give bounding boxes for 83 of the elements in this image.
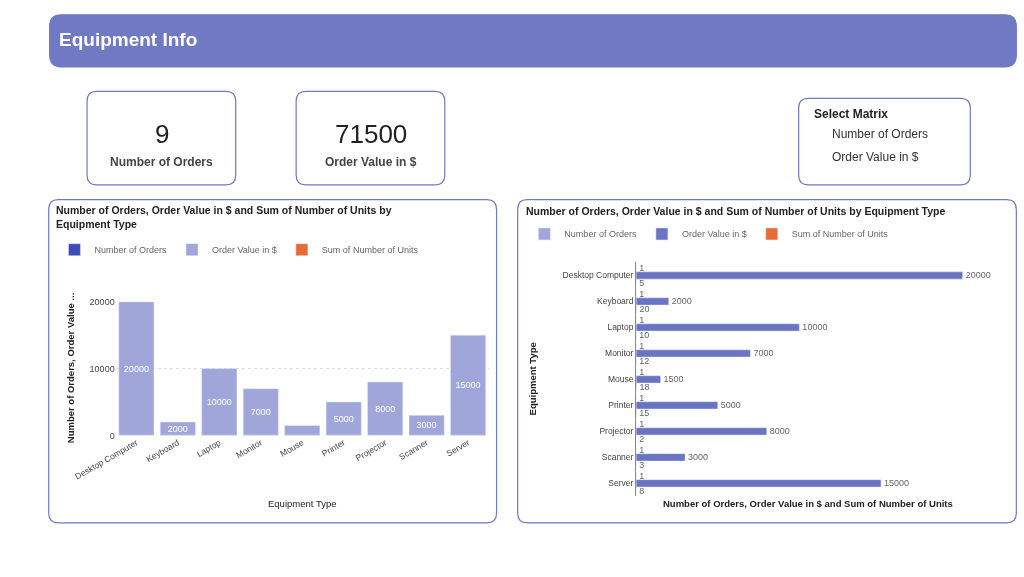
data-label: 5000	[333, 413, 354, 424]
data-label: 2000	[671, 296, 692, 307]
y-axis-title: Number of Orders, Order Value ...	[65, 292, 77, 444]
data-label: 18	[639, 381, 650, 392]
data-label: 3000	[416, 420, 437, 431]
text: 9	[155, 119, 170, 149]
bar	[636, 479, 882, 488]
legend-label: Number of Orders	[564, 229, 637, 240]
bar	[636, 427, 767, 436]
bar	[636, 271, 963, 280]
data-label: 15	[639, 407, 650, 418]
text: Order Value in $	[325, 155, 417, 169]
bar	[636, 401, 718, 410]
bar	[118, 301, 155, 436]
data-label: 2000	[167, 423, 188, 434]
text: Number of Orders	[832, 127, 929, 141]
data-label: 15000	[455, 380, 481, 391]
text: Select Matrix	[814, 107, 889, 121]
bar	[408, 415, 445, 436]
y-tick-label: Mouse	[607, 374, 634, 385]
legend-label: Order Value in $	[681, 229, 747, 240]
data-label: 12	[639, 355, 650, 366]
data-label: 8000	[375, 403, 396, 414]
x-axis-title: Equipment Type	[268, 498, 337, 509]
bar	[636, 297, 670, 306]
data-label: 5	[639, 277, 645, 288]
legend-label: Sum of Number of Units	[321, 245, 419, 256]
data-label: 1	[639, 315, 645, 326]
bar	[242, 388, 279, 436]
y-tick-label: Projector	[599, 426, 634, 437]
text: Number of Orders	[110, 155, 214, 169]
data-label: 5000	[720, 400, 741, 411]
data-label: 1	[639, 470, 645, 481]
bar	[636, 375, 661, 384]
bar	[450, 334, 486, 436]
data-label: 1	[639, 367, 645, 378]
bar	[284, 425, 321, 436]
text: Equipment Info	[59, 29, 198, 50]
text: Order Value in $	[832, 150, 919, 164]
y-tick-label: Monitor	[605, 348, 634, 359]
data-label: 20000	[123, 363, 149, 374]
data-label: 2	[639, 433, 645, 444]
data-label: 1	[639, 393, 645, 404]
data-label: 20	[639, 303, 650, 314]
y-tick-label: Printer	[608, 400, 634, 411]
x-axis-title: Number of Orders, Order Value in $ and Sum of Number of Units	[663, 498, 953, 509]
legend-label: Sum of Number of Units	[791, 229, 889, 240]
data-label: 10000	[206, 397, 232, 407]
data-label: 1	[639, 341, 645, 352]
bar	[636, 323, 800, 332]
text: 71500	[335, 119, 408, 149]
data-label: 10000	[802, 322, 828, 333]
bar	[325, 401, 362, 436]
data-label: 1	[639, 289, 645, 300]
y-tick-label: Server	[608, 478, 634, 489]
bar	[636, 349, 751, 358]
data-label: 15000	[884, 478, 910, 489]
data-label: 10	[639, 329, 650, 340]
data-label: 3	[639, 459, 645, 470]
data-label: 7000	[250, 407, 271, 418]
data-label: 20000	[965, 270, 991, 281]
chart-title: Number of Orders, Order Value in $ and Sum of Number of Units by Equipment Type	[56, 204, 392, 230]
chart-title: Number of Orders, Order Value in $ and Sum of Number of Units by Equipment Type	[526, 205, 946, 217]
data-label: 1	[639, 263, 645, 274]
y-tick-label: 20000	[89, 296, 115, 307]
legend-label: Number of Orders	[94, 245, 167, 256]
data-label: 7000	[753, 348, 774, 359]
bar	[636, 453, 686, 462]
data-label: 1	[639, 419, 645, 430]
y-tick-label: Desktop Computer	[562, 270, 634, 281]
data-label: 1	[639, 444, 645, 455]
data-label: 3000	[688, 452, 709, 463]
legend-label: Order Value in $	[211, 245, 277, 256]
data-label: 8	[639, 485, 645, 496]
y-tick-label: Keyboard	[597, 296, 634, 307]
y-tick-label: 10000	[89, 363, 115, 374]
bar	[367, 381, 404, 436]
y-axis-title: Equipment Type	[526, 342, 538, 416]
y-tick-label: Laptop	[607, 322, 634, 333]
data-label: 1500	[663, 374, 684, 385]
y-tick-label: 0	[109, 430, 115, 441]
bar	[201, 368, 238, 436]
data-label: 8000	[769, 426, 790, 437]
